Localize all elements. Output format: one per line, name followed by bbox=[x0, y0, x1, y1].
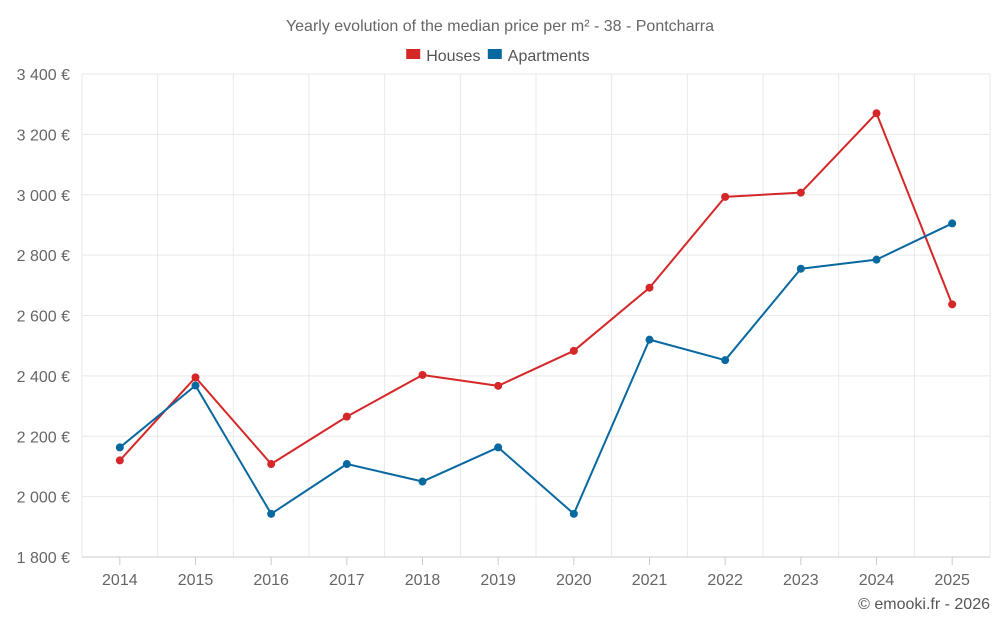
x-tick-label: 2023 bbox=[783, 572, 819, 589]
apartments-point-2020[interactable] bbox=[569, 509, 578, 518]
x-tick-label: 2016 bbox=[253, 572, 289, 589]
houses-point-2015[interactable] bbox=[191, 373, 200, 382]
houses-point-2016[interactable] bbox=[267, 460, 276, 469]
x-tick-label: 2024 bbox=[859, 572, 895, 589]
y-tick-label: 2 400 € bbox=[17, 369, 70, 386]
legend-item-apartments[interactable]: Apartments bbox=[487, 48, 590, 65]
legend-swatch-apartments bbox=[487, 49, 502, 59]
x-tick-label: 2014 bbox=[102, 572, 138, 589]
series-layer bbox=[115, 109, 957, 518]
houses-point-2025[interactable] bbox=[948, 300, 957, 309]
y-tick-label: 2 200 € bbox=[17, 429, 70, 446]
x-tick-label: 2019 bbox=[480, 572, 516, 589]
apartments-point-2014[interactable] bbox=[115, 443, 124, 452]
apartments-point-2022[interactable] bbox=[721, 356, 730, 365]
apartments-point-2023[interactable] bbox=[796, 264, 805, 273]
x-tick-label: 2021 bbox=[632, 572, 668, 589]
legend-swatch-houses bbox=[406, 49, 421, 59]
y-tick-label: 2 600 € bbox=[17, 309, 70, 326]
grid bbox=[81, 73, 991, 557]
houses-point-2022[interactable] bbox=[721, 192, 730, 201]
apartments-point-2024[interactable] bbox=[872, 255, 881, 264]
houses-point-2021[interactable] bbox=[645, 283, 654, 292]
houses-point-2024[interactable] bbox=[872, 109, 881, 118]
y-tick-label: 3 000 € bbox=[17, 188, 70, 205]
houses-series-line bbox=[118, 112, 954, 466]
x-tick-label: 2020 bbox=[556, 572, 592, 589]
apartments-point-2018[interactable] bbox=[418, 477, 427, 486]
x-tick-label: 2022 bbox=[707, 572, 743, 589]
x-tick-label: 2015 bbox=[178, 572, 214, 589]
legend-item-houses[interactable]: Houses bbox=[406, 48, 480, 65]
apartments-point-2019[interactable] bbox=[494, 443, 503, 452]
y-tick-label: 3 200 € bbox=[17, 127, 70, 144]
legend-label-houses: Houses bbox=[426, 48, 480, 65]
houses-point-2019[interactable] bbox=[494, 381, 503, 390]
y-tick-label: 3 400 € bbox=[17, 67, 70, 84]
apartments-point-2016[interactable] bbox=[267, 509, 276, 518]
houses-point-2020[interactable] bbox=[569, 346, 578, 355]
apartments-series-line bbox=[118, 222, 954, 515]
apartments-point-2021[interactable] bbox=[645, 335, 654, 344]
x-tick-label: 2018 bbox=[405, 572, 441, 589]
axes: 1 800 € 2 000 € 2 200 € 2 400 € 2 600 € 2 800… bbox=[17, 67, 990, 589]
y-tick-label: 2 800 € bbox=[17, 248, 70, 265]
y-tick-label: 2 000 € bbox=[17, 490, 70, 507]
apartments-point-2025[interactable] bbox=[948, 219, 957, 228]
houses-point-2017[interactable] bbox=[342, 412, 351, 421]
apartments-point-2017[interactable] bbox=[342, 460, 351, 469]
legend: Houses Apartments bbox=[406, 48, 590, 65]
legend-label-apartments: Apartments bbox=[508, 48, 590, 65]
x-tick-label: 2025 bbox=[934, 572, 970, 589]
y-tick-label: 1 800 € bbox=[17, 550, 70, 567]
apartments-point-2015[interactable] bbox=[191, 381, 200, 390]
houses-point-2018[interactable] bbox=[418, 370, 427, 379]
x-tick-label: 2017 bbox=[329, 572, 365, 589]
houses-point-2023[interactable] bbox=[796, 188, 805, 197]
chart-title: Yearly evolution of the median price per… bbox=[286, 18, 714, 35]
houses-point-2014[interactable] bbox=[115, 456, 124, 465]
credit-text: © emooki.fr - 2026 bbox=[858, 596, 990, 613]
